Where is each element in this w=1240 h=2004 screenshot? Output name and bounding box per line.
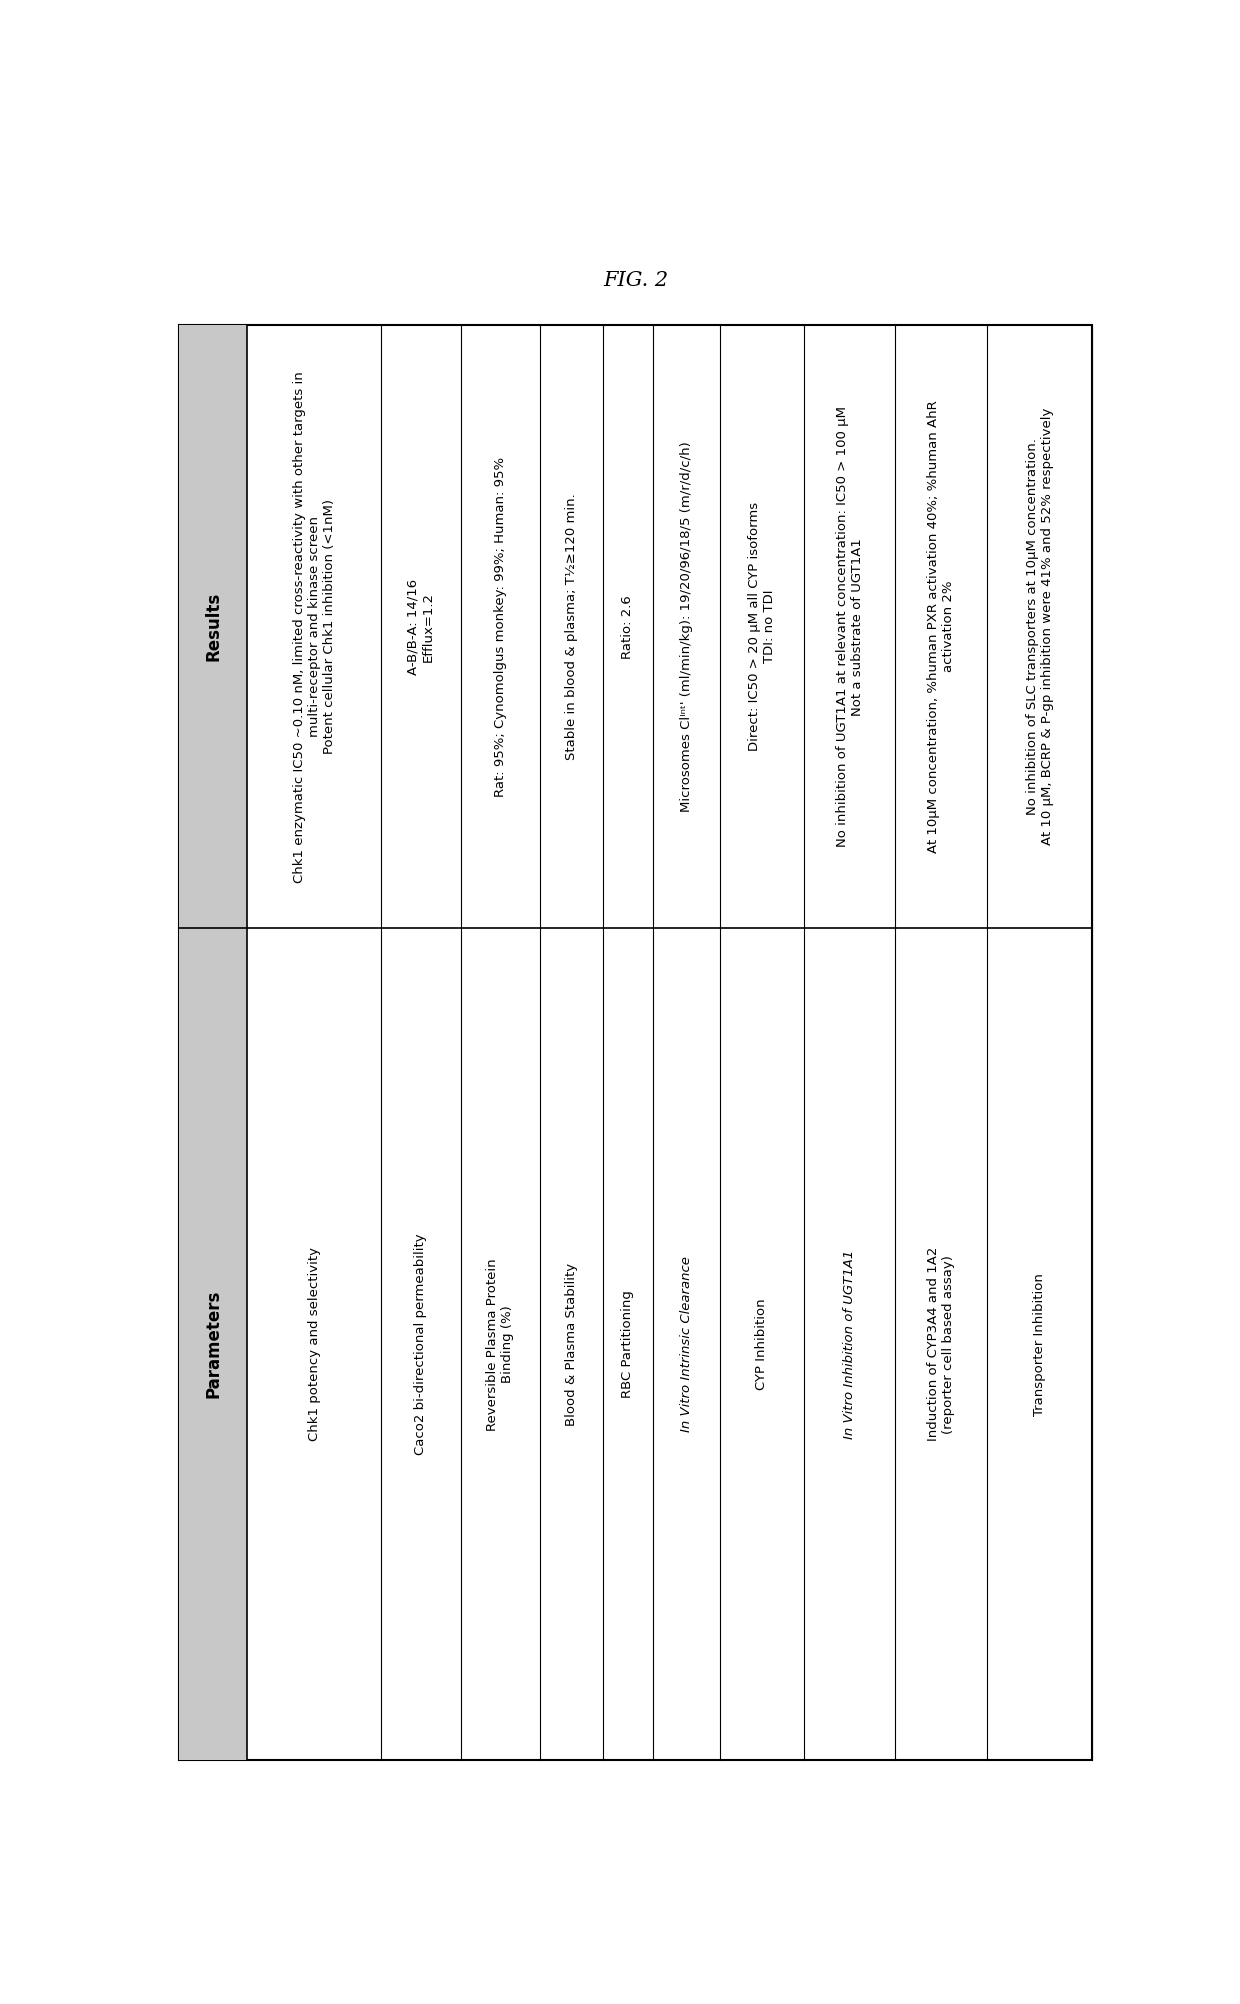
Text: A-B/B-A: 14/16
Efflux=1.2: A-B/B-A: 14/16 Efflux=1.2 xyxy=(407,579,435,675)
Text: Chk1 potency and selectivity: Chk1 potency and selectivity xyxy=(308,1246,321,1441)
Text: Reversible Plasma Protein
Binding (%): Reversible Plasma Protein Binding (%) xyxy=(486,1259,515,1431)
Text: No inhibition of UGT1A1 at relevant concentration: IC50 > 100 μM
Not a substrate: No inhibition of UGT1A1 at relevant conc… xyxy=(836,407,863,848)
Text: Blood & Plasma Stability: Blood & Plasma Stability xyxy=(565,1263,578,1425)
Text: Results: Results xyxy=(205,591,222,661)
Text: FIG. 2: FIG. 2 xyxy=(603,271,668,291)
Text: RBC Partitioning: RBC Partitioning xyxy=(621,1291,635,1399)
Text: Direct: IC50 > 20 μM all CYP isoforms
TDI: no TDI: Direct: IC50 > 20 μM all CYP isoforms TD… xyxy=(748,503,776,752)
Text: Induction of CYP3A4 and 1A2
(reporter cell based assay): Induction of CYP3A4 and 1A2 (reporter ce… xyxy=(928,1246,956,1441)
Text: Ratio: 2.6: Ratio: 2.6 xyxy=(621,595,635,659)
Bar xyxy=(179,928,248,1760)
Text: In Vitro Intrinsic Clearance: In Vitro Intrinsic Clearance xyxy=(680,1257,693,1433)
Text: Chk1 enzymatic IC50 ~0.10 nM, limited cross-reactivity with other targets in
mul: Chk1 enzymatic IC50 ~0.10 nM, limited cr… xyxy=(293,371,336,882)
Text: Caco2 bi-directional permeability: Caco2 bi-directional permeability xyxy=(414,1232,428,1455)
Text: Parameters: Parameters xyxy=(205,1291,222,1399)
Text: CYP Inhibition: CYP Inhibition xyxy=(755,1299,769,1391)
Bar xyxy=(179,325,248,928)
Text: No inhibition of SLC transporters at 10μM concentration.
At 10 μM, BCRP & P-gp i: No inhibition of SLC transporters at 10μ… xyxy=(1025,409,1054,846)
Text: Stable in blood & plasma; T½≥120 min.: Stable in blood & plasma; T½≥120 min. xyxy=(565,493,578,760)
Text: At 10μM concentration, %human PXR activation 40%; %human AhR
activation 2%: At 10μM concentration, %human PXR activa… xyxy=(928,401,956,854)
Text: In Vitro Inhibition of UGT1A1: In Vitro Inhibition of UGT1A1 xyxy=(843,1250,856,1439)
Text: Transporter Inhibition: Transporter Inhibition xyxy=(1033,1273,1047,1415)
Text: Microsomes Clᴵⁿᵗ' (ml/min/kg): 19/20/96/18/5 (m/r/d/c/h): Microsomes Clᴵⁿᵗ' (ml/min/kg): 19/20/96/… xyxy=(680,441,693,812)
Text: Rat: 95%; Cynomolgus monkey: 99%; Human: 95%: Rat: 95%; Cynomolgus monkey: 99%; Human:… xyxy=(494,457,507,798)
